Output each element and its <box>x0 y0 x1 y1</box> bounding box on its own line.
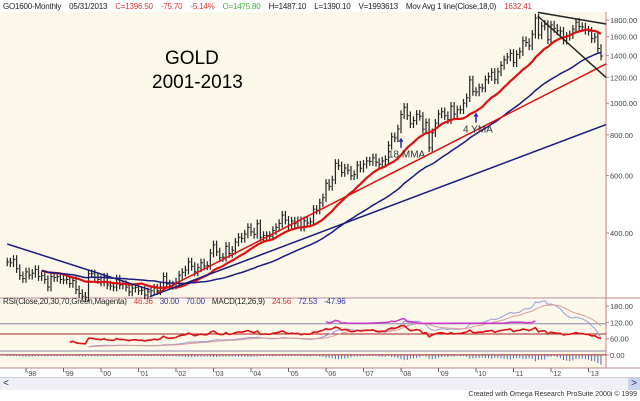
y-tick-label: 1400.00 <box>610 52 637 61</box>
axis-bg <box>606 12 640 368</box>
footer-credit: Created with Omega Research ProSuite 200… <box>468 391 637 398</box>
y-tick-label: 400.00 <box>610 229 633 238</box>
chart-header: GO1600-Monthly 05/31/2013 C=1396.50 -75.… <box>3 2 538 11</box>
macd-label: MACD(12,26,9) <box>212 297 265 306</box>
y-tick-label: 1600.00 <box>610 33 637 42</box>
lower-y-tick-label: 120.00 <box>610 318 633 327</box>
lower-y-tick-label: 0.00 <box>610 351 625 360</box>
chart-subtitle: 2001-2013 <box>152 72 243 94</box>
study-label: Mov Avg 1 line(Close,18,0) <box>406 2 496 11</box>
scroll-right-button[interactable]: > <box>628 378 640 390</box>
change-pct-value: -5.14% <box>190 2 214 11</box>
lower-y-tick-label: 60.00 <box>610 335 629 344</box>
macd-diff-value: -47.96 <box>324 297 345 306</box>
low-value: L=1390.10 <box>314 2 350 11</box>
rsi-value: 46.36 <box>134 297 153 306</box>
high-value: H=1487.10 <box>269 2 307 11</box>
rsi-label: RSI(Close,20,30,70,Green,Magenta) <box>3 297 127 306</box>
y-tick-label: 1800.00 <box>610 16 637 25</box>
price-panel-bg <box>0 12 606 297</box>
indicator-header: RSI(Close,20,30,70,Green,Magenta) 46.36 … <box>3 297 351 306</box>
symbol-label: GO1600-Monthly <box>3 2 61 11</box>
annotation-label: 18 MMA <box>388 150 426 161</box>
scroll-left-button[interactable]: < <box>0 378 12 390</box>
lower-y-tick-label: 180.00 <box>610 302 633 311</box>
open-value: O=1475.80 <box>223 2 261 11</box>
rsi-low-value: 30.00 <box>160 297 179 306</box>
macd-value: 24.56 <box>272 297 291 306</box>
horizontal-scrollbar[interactable]: < > <box>0 377 640 390</box>
y-tick-label: 600.00 <box>610 172 633 181</box>
y-tick-label: 800.00 <box>610 131 633 140</box>
annotation-label: 4 YMA <box>463 125 493 136</box>
date-label: 05/31/2013 <box>69 2 107 11</box>
close-value: C=1396.50 <box>115 2 153 11</box>
chart-title: GOLD <box>165 48 219 70</box>
chart-window: 1800.00 1600.00 1400.00 1200.00 1000.00 800.0… <box>0 0 640 401</box>
y-tick-label: 1000.00 <box>610 99 637 108</box>
y-tick-label: 1200.00 <box>610 73 637 82</box>
study-value: 1632.41 <box>504 2 532 11</box>
price-chart: 1800.00 1600.00 1400.00 1200.00 1000.00 800.0… <box>0 0 640 377</box>
volume-value: V=1993613 <box>358 2 397 11</box>
rsi-high-value: 70.00 <box>186 297 205 306</box>
change-value: -75.70 <box>161 2 182 11</box>
macd-avg-value: 72.53 <box>298 297 317 306</box>
